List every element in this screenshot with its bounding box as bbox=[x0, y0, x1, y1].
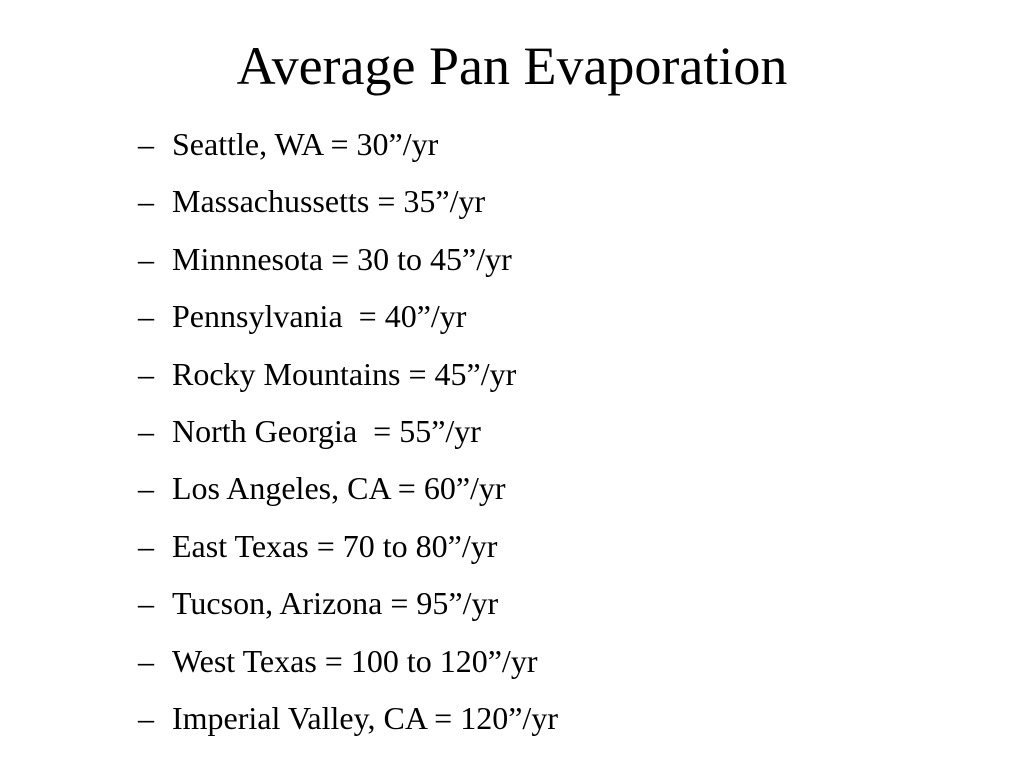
item-text: Rocky Mountains = 45”/yr bbox=[172, 355, 517, 392]
item-text: North Georgia = 55”/yr bbox=[172, 413, 481, 449]
item-text: Los Angeles, CA = 60”/yr bbox=[172, 470, 506, 507]
bullet-dash: – bbox=[138, 126, 154, 162]
bullet-dash: – bbox=[138, 470, 154, 507]
item-text: Massachussetts = 35”/yr bbox=[172, 183, 486, 220]
item-text: Seattle, WA = 30”/yr bbox=[172, 126, 439, 162]
item-text: Pennsylvania = 40”/yr bbox=[172, 298, 467, 335]
bullet-dash: – bbox=[138, 355, 154, 392]
bullet-dash: – bbox=[138, 183, 154, 220]
item-text: East Texas = 70 to 80”/yr bbox=[172, 527, 498, 564]
item-text: Tucson, Arizona = 95”/yr bbox=[172, 585, 499, 622]
bullet-dash: – bbox=[138, 585, 154, 622]
bullet-dash: – bbox=[138, 700, 154, 736]
item-text: Imperial Valley, CA = 120”/yr bbox=[172, 700, 558, 736]
bullet-dash: – bbox=[138, 527, 154, 564]
bullet-dash: – bbox=[138, 298, 154, 335]
bullet-dash: – bbox=[138, 240, 154, 277]
slide-title: Average Pan Evaporation bbox=[236, 36, 788, 96]
item-text: Minnnesota = 30 to 45”/yr bbox=[172, 240, 512, 277]
item-text: West Texas = 100 to 120”/yr bbox=[172, 642, 538, 679]
bullet-dash: – bbox=[138, 642, 154, 679]
bullet-dash: – bbox=[138, 413, 154, 449]
